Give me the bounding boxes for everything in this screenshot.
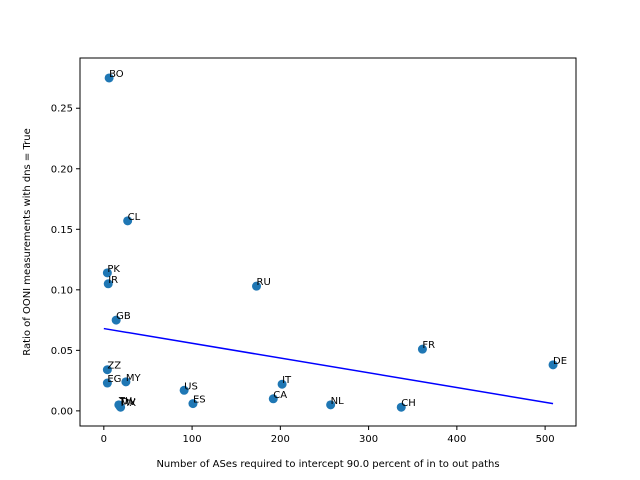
- data-point-de: [548, 360, 558, 370]
- y-tick-label: 0.00: [51, 406, 73, 417]
- x-tick-label: 400: [447, 434, 466, 445]
- point-label-ir: IR: [108, 275, 118, 286]
- point-label-ch: CH: [401, 398, 416, 409]
- point-label-ru: RU: [257, 277, 271, 288]
- y-tick-label: 0.20: [51, 164, 73, 175]
- x-tick-label: 0: [101, 434, 107, 445]
- y-tick-label: 0.05: [51, 346, 73, 357]
- point-label-us: US: [184, 381, 198, 392]
- x-axis-label: Number of ASes required to intercept 90.…: [156, 459, 499, 470]
- data-point-gb: [111, 315, 121, 325]
- point-label-it: IT: [282, 375, 292, 386]
- trendline: [103, 327, 554, 405]
- point-label-th: TH: [118, 396, 133, 407]
- data-point-zz: [102, 365, 112, 375]
- x-tick-label: 300: [359, 434, 378, 445]
- data-point-eg: [102, 378, 112, 388]
- axes-frame: [79, 57, 577, 427]
- point-label-eg: EG: [107, 374, 121, 385]
- point-label-cl: CL: [128, 212, 141, 223]
- x-axis-ticks: 0 100 200 300 400 500: [101, 426, 555, 445]
- point-label-tw: TW: [119, 397, 136, 408]
- point-label-mx: MX: [121, 398, 137, 409]
- data-points: [102, 73, 558, 412]
- data-point-it: [277, 379, 287, 389]
- point-label-fr: FR: [422, 340, 435, 351]
- point-label-my: MY: [126, 373, 142, 384]
- data-point-ca: [268, 394, 278, 404]
- data-point-bo: [104, 73, 114, 83]
- data-point-ir: [103, 279, 113, 289]
- point-label-ca: CA: [273, 390, 287, 401]
- y-tick-label: 0.10: [51, 285, 73, 296]
- point-label-bo: BO: [109, 69, 124, 80]
- point-label-es: ES: [193, 395, 206, 406]
- x-tick-label: 100: [183, 434, 202, 445]
- data-point-es: [188, 399, 198, 409]
- data-point-fr: [417, 344, 427, 354]
- data-point-mx: [116, 402, 126, 412]
- point-label-de: DE: [553, 356, 567, 367]
- data-point-my: [121, 377, 131, 387]
- data-point-us: [179, 385, 189, 395]
- x-tick-label: 200: [271, 434, 290, 445]
- data-point-nl: [326, 400, 336, 410]
- point-label-pk: PK: [107, 264, 120, 275]
- data-point-cl: [123, 216, 133, 226]
- data-point-pk: [102, 268, 112, 278]
- point-label-gb: GB: [116, 311, 131, 322]
- x-tick-label: 500: [536, 434, 555, 445]
- y-tick-label: 0.25: [51, 104, 73, 115]
- y-axis-ticks: 0.00 0.05 0.10 0.15 0.20 0.25: [51, 104, 80, 417]
- y-tick-label: 0.15: [51, 225, 73, 236]
- data-point-ru: [252, 281, 262, 291]
- data-point-ch: [396, 402, 406, 412]
- point-label-zz: ZZ: [107, 361, 121, 372]
- point-label-nl: NL: [331, 396, 344, 407]
- y-axis-label: Ratio of OONI measurements with dns = Tr…: [22, 128, 33, 355]
